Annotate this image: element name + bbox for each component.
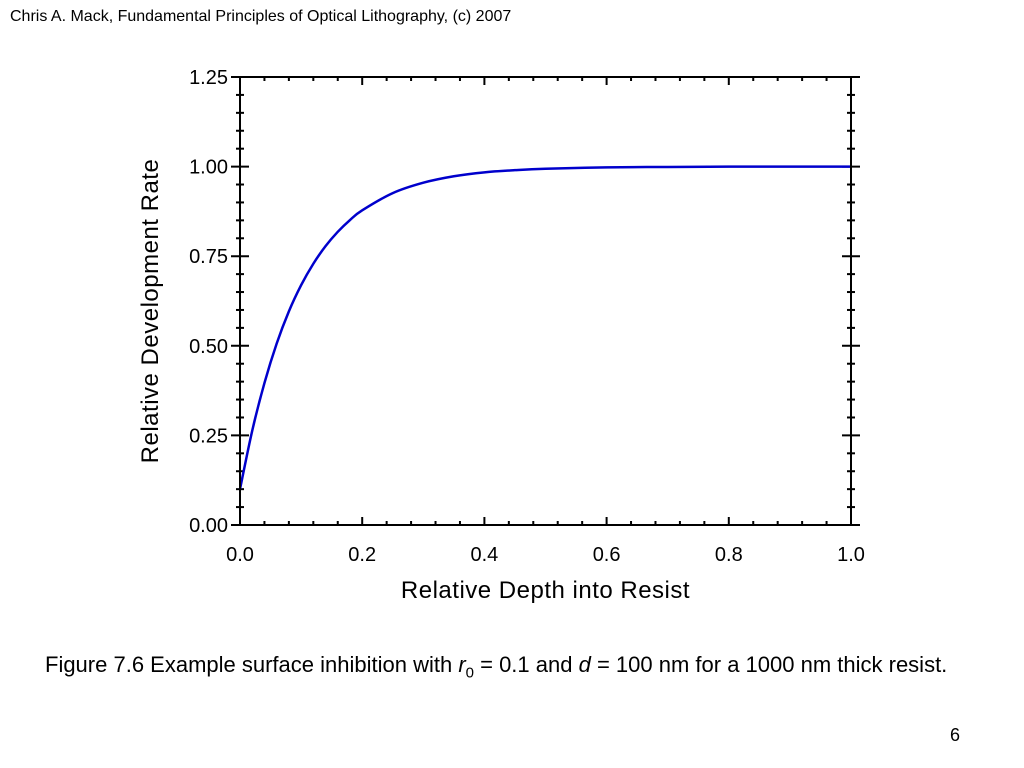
line-chart: 0.0 0.2 0.4 0.6 0.8 1.0 0.00 0.25 0.50 0.75 1.00 1.… <box>137 67 865 604</box>
x-axis-title: Relative Depth into Resist <box>401 577 690 604</box>
y-tick-label: 0.00 <box>189 515 228 537</box>
y-tick-label: 0.25 <box>189 425 228 447</box>
x-tick-label: 0.0 <box>226 544 254 566</box>
x-tick-label: 0.2 <box>348 544 376 566</box>
caption-prefix: Figure 7.6 Example surface inhibition wi… <box>45 652 459 677</box>
x-tick-label: 1.0 <box>837 544 865 566</box>
plot-frame <box>239 76 852 526</box>
caption-rest: = 100 nm for a 1000 nm thick resist. <box>590 652 948 677</box>
header-credit: Chris A. Mack, Fundamental Principles of… <box>10 8 512 25</box>
caption-var-r: r <box>458 652 466 677</box>
x-tick-label: 0.6 <box>593 544 621 566</box>
x-tick-label: 0.8 <box>715 544 743 566</box>
series-layer <box>238 165 851 490</box>
figure-caption: Figure 7.6 Example surface inhibition wi… <box>45 650 995 688</box>
caption-mid: = 0.1 and <box>474 652 579 677</box>
y-tick-label: 1.25 <box>189 67 228 89</box>
y-tick-label: 1.00 <box>189 157 228 179</box>
series-line-0 <box>238 165 851 490</box>
caption-var-r-subscript: 0 <box>465 664 474 682</box>
caption-var-d: d <box>578 652 591 677</box>
y-tick-label: 0.50 <box>189 336 228 358</box>
axis-ticks <box>231 76 860 526</box>
x-tick-label: 0.4 <box>470 544 498 566</box>
y-axis-title: Relative Development Rate <box>137 159 164 464</box>
page-number: 6 <box>950 725 961 745</box>
tick-labels: 0.0 0.2 0.4 0.6 0.8 1.0 0.00 0.25 0.50 0.75 1.00 1.… <box>189 67 865 566</box>
y-tick-label: 0.75 <box>189 246 228 268</box>
